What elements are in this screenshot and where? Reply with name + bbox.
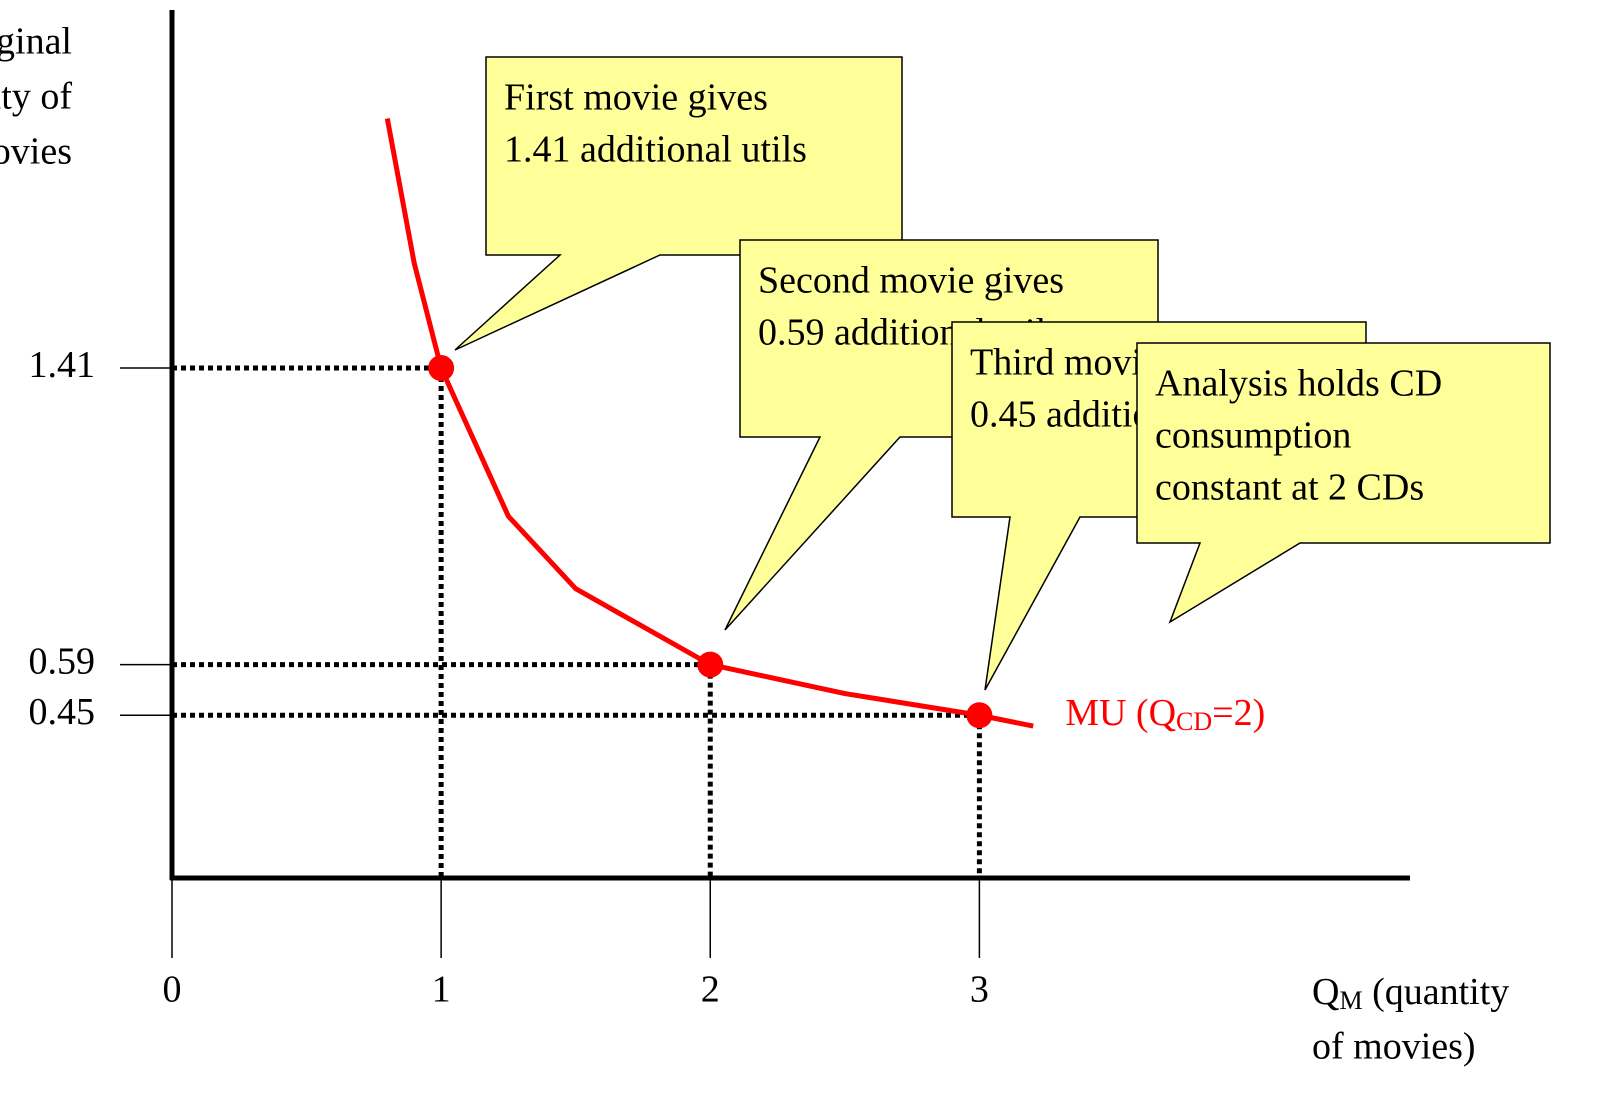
x-tick-label: 2 [701,969,720,1011]
y-tick-label: 0.45 [29,691,96,733]
callout: First movie gives 1.41 additional utils [454,56,903,351]
callout-text: 1.41 additional utils [504,129,807,171]
data-point [428,355,455,382]
y-label-line: utility of [0,76,72,118]
y-label-line: Marginal [0,21,72,63]
data-point [966,702,993,729]
mu-curve [384,118,1034,729]
curve-label-sub: CD [1176,707,1212,736]
x-tick-label: 1 [432,969,451,1011]
x-label-sub: M [1339,986,1362,1015]
y-tick-label: 1.41 [29,344,96,386]
y-label-line: movies [0,131,72,173]
curve-label: MU (QCD=2) [1065,692,1265,736]
y-axis-label: Marginal utility of movies [0,21,72,173]
callout-text: consumption [1155,415,1351,457]
data-point [697,651,724,678]
curve-label-text: MU (Q [1065,692,1176,734]
callout: Analysis holds CD consumption constant at … [1136,342,1551,624]
x-label-symbol: Q [1312,971,1339,1013]
curve-label-after: =2) [1212,692,1265,734]
x-axis-label-2: of movies) [1312,1026,1476,1068]
callout-text: First movie gives [504,77,768,119]
callout-text: constant at 2 CDs [1155,467,1424,509]
x-tick-label: 0 [163,969,182,1011]
callout-shape [454,56,903,351]
callout-text: Analysis holds CD [1155,363,1442,405]
callout-text: Second movie gives [758,260,1064,302]
y-tick-label: 0.59 [29,640,96,682]
x-label-rest: (quantity [1363,971,1510,1013]
callout-shape [1136,342,1551,624]
x-axis-label: QM (quantity [1312,971,1509,1015]
x-tick-label: 3 [970,969,989,1011]
